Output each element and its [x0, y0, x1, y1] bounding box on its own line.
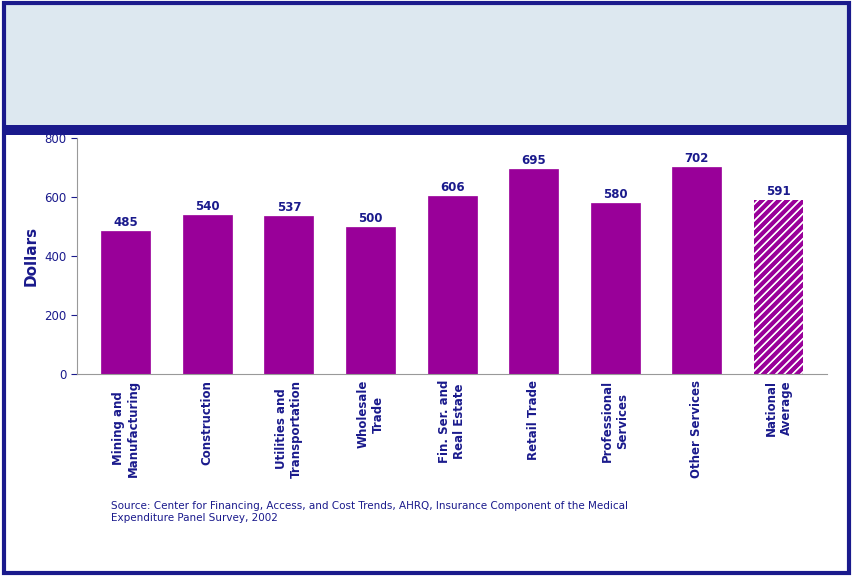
Bar [753, 200, 802, 374]
Bar [427, 195, 476, 374]
Text: 606: 606 [440, 181, 463, 194]
Bar [182, 215, 232, 374]
Bar [101, 231, 150, 374]
Bar [346, 227, 394, 374]
Text: 485: 485 [113, 217, 138, 229]
Text: 500: 500 [358, 212, 383, 225]
Bar [753, 200, 802, 374]
Text: 540: 540 [195, 200, 219, 213]
Text: 702: 702 [684, 153, 708, 165]
Text: 591: 591 [765, 185, 790, 198]
Bar [509, 169, 557, 374]
Bar [671, 167, 721, 374]
Text: 537: 537 [276, 201, 301, 214]
Text: Figure 3. Average employee contribution per enrolled employee for
single coverag: Figure 3. Average employee contribution … [95, 32, 757, 92]
Bar [264, 216, 313, 374]
Text: 695: 695 [521, 154, 545, 168]
Text: 580: 580 [602, 188, 627, 202]
Y-axis label: Dollars: Dollars [24, 226, 38, 286]
Bar [590, 203, 639, 374]
Text: Source: Center for Financing, Access, and Cost Trends, AHRQ, Insurance Component: Source: Center for Financing, Access, an… [111, 501, 627, 523]
